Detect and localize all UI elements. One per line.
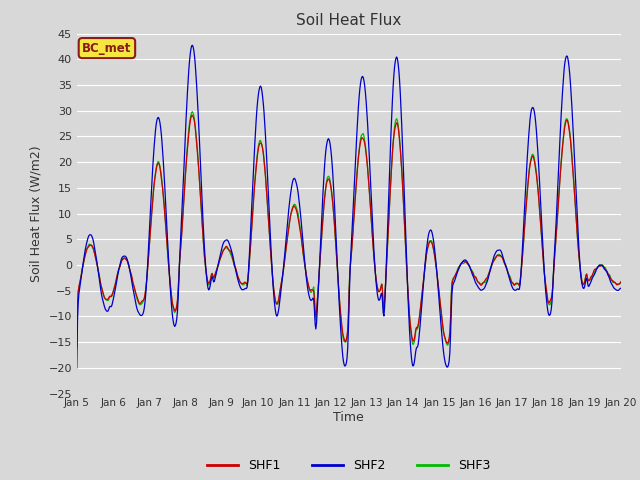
Line: SHF1: SHF1 [77, 115, 621, 348]
SHF2 [73, 365, 81, 371]
SHF1 [237, 280, 245, 286]
Line: SHF3: SHF3 [77, 112, 621, 345]
SHF1 [73, 345, 81, 350]
SHF2 [137, 312, 145, 318]
SHF1 [264, 215, 272, 220]
SHF2 [436, 310, 444, 316]
Title: Soil Heat Flux: Soil Heat Flux [296, 13, 401, 28]
SHF1 [285, 225, 292, 231]
SHF3 [444, 342, 452, 348]
Legend: SHF1, SHF2, SHF3: SHF1, SHF2, SHF3 [202, 455, 495, 477]
SHF3 [137, 301, 145, 307]
SHF3 [73, 329, 81, 335]
SHF1 [617, 279, 625, 285]
SHF3 [285, 223, 292, 228]
X-axis label: Time: Time [333, 411, 364, 424]
SHF2 [617, 285, 625, 291]
Line: SHF2: SHF2 [77, 45, 621, 368]
Y-axis label: Soil Heat Flux (W/m2): Soil Heat Flux (W/m2) [30, 145, 43, 282]
SHF2 [285, 205, 292, 211]
SHF3 [237, 281, 245, 287]
SHF2 [189, 42, 196, 48]
SHF3 [189, 109, 196, 115]
SHF3 [264, 214, 272, 219]
SHF1 [137, 300, 145, 306]
SHF1 [436, 297, 444, 302]
SHF2 [237, 286, 245, 292]
SHF2 [406, 326, 413, 332]
SHF3 [436, 299, 444, 305]
SHF2 [264, 189, 272, 195]
SHF1 [406, 312, 413, 318]
SHF1 [189, 112, 196, 118]
Text: BC_met: BC_met [82, 42, 132, 55]
SHF3 [406, 312, 413, 318]
SHF3 [617, 279, 625, 285]
